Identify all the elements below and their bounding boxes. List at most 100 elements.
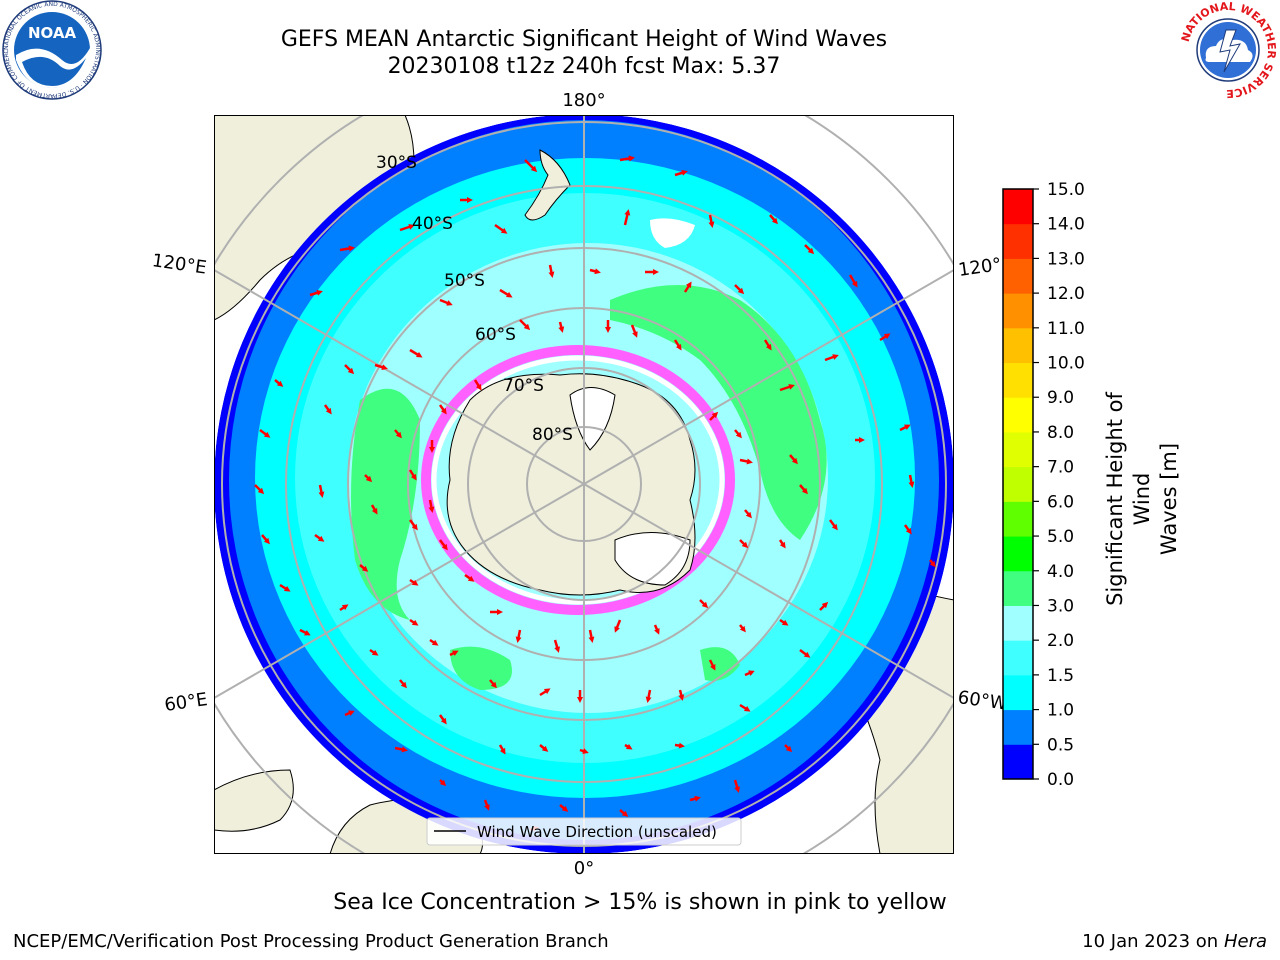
colorbar-tick-label: 4.0 bbox=[1047, 562, 1074, 582]
wave-arrow bbox=[559, 804, 569, 812]
lat-label-30s: 30°S bbox=[376, 153, 417, 173]
colorbar-tick-label: 13.0 bbox=[1047, 249, 1085, 269]
wave-arrow bbox=[359, 564, 369, 572]
wave-arrow bbox=[323, 404, 332, 415]
colorbar-swatch bbox=[1003, 466, 1033, 502]
wave-arrow bbox=[799, 649, 811, 658]
wave-arrow bbox=[364, 474, 373, 483]
footer-machine: Hera bbox=[1223, 931, 1267, 952]
colorbar-swatch bbox=[1003, 327, 1033, 364]
lat-label-60s: 60°S bbox=[475, 325, 516, 345]
wave-arrow bbox=[709, 411, 719, 421]
wave-arrow bbox=[739, 458, 753, 465]
wave-arrow bbox=[799, 484, 808, 495]
wave-arrow bbox=[428, 499, 435, 513]
colorbar-tick-label: 7.0 bbox=[1047, 458, 1074, 478]
colorbar-tick-label: 5.0 bbox=[1047, 527, 1074, 547]
lat-label-50s: 50°S bbox=[444, 271, 485, 291]
chart-subtitle-run-info: 20230108 t12z 240h fcst Max: 5.37 bbox=[387, 54, 781, 79]
colorbar-tick-label: 14.0 bbox=[1047, 215, 1085, 235]
wave-arrow bbox=[539, 744, 549, 752]
wave-arrow bbox=[789, 454, 798, 465]
colorbar-label-line1: Significant Height of Wind bbox=[1103, 392, 1154, 606]
lat-label-70s: 70°S bbox=[503, 376, 544, 396]
wave-arrow bbox=[734, 429, 742, 439]
wave-arrow bbox=[515, 629, 522, 643]
footer-date-machine: 10 Jan 2023 on Hera bbox=[1082, 931, 1267, 952]
wave-arrow bbox=[824, 354, 839, 362]
wave-arrow bbox=[929, 559, 936, 568]
wave-arrow bbox=[519, 319, 531, 331]
chart-title: GEFS MEAN Antarctic Significant Height o… bbox=[280, 27, 888, 52]
lat-label-40s: 40°S bbox=[412, 214, 453, 234]
wave-arrow bbox=[673, 339, 682, 351]
wave-arrow bbox=[399, 679, 407, 689]
wave-arrow bbox=[903, 524, 912, 535]
wave-arrow bbox=[464, 573, 475, 582]
sea-ice-ring bbox=[421, 345, 735, 615]
wave-arrow bbox=[409, 519, 418, 531]
wave-arrow bbox=[274, 379, 284, 387]
wave-arrow bbox=[494, 223, 508, 234]
wave-arrow bbox=[409, 348, 423, 358]
lon-label-60e: 60°E bbox=[163, 689, 209, 716]
wave-arrow bbox=[314, 533, 325, 542]
wave-arrow bbox=[739, 624, 746, 633]
colorbar-tick-label: 2.0 bbox=[1047, 631, 1074, 651]
wave-arrow bbox=[399, 224, 415, 232]
colorbar-swatch bbox=[1003, 605, 1033, 641]
wave-arrow bbox=[558, 321, 565, 333]
lon-label-180: 180° bbox=[562, 90, 605, 111]
wave-arrow bbox=[299, 628, 311, 636]
wave-arrow bbox=[614, 619, 622, 633]
wave-arrow bbox=[678, 689, 685, 701]
wave-arrow bbox=[489, 679, 497, 689]
wave-arrow bbox=[699, 599, 709, 609]
colorbar-tick-label: 1.5 bbox=[1047, 666, 1074, 686]
wave-arrow bbox=[769, 214, 778, 225]
colorbar-label-line2: Waves [m] bbox=[1157, 442, 1181, 556]
footer-credit: NCEP/EMC/Verification Post Processing Pr… bbox=[13, 931, 609, 952]
wave-arrow bbox=[279, 583, 291, 592]
wave-arrow bbox=[744, 509, 752, 519]
colorbar-tick-label: 12.0 bbox=[1047, 284, 1085, 304]
wave-arrow bbox=[370, 504, 378, 515]
wave-arrow bbox=[778, 539, 786, 549]
wave-arrow bbox=[763, 339, 772, 351]
colorbar-tick-label: 0.5 bbox=[1047, 735, 1074, 755]
wave-arrow bbox=[819, 601, 829, 611]
wave-arrow bbox=[394, 746, 408, 753]
colorbar-swatch bbox=[1003, 223, 1033, 259]
wave-arrow bbox=[674, 169, 688, 177]
svg-text:NOAA: NOAA bbox=[28, 24, 77, 42]
colorbar-swatch bbox=[1003, 397, 1033, 433]
wave-arrow bbox=[630, 324, 638, 338]
wave-arrow bbox=[449, 650, 459, 657]
wave-arrow bbox=[624, 743, 633, 750]
colorbar-label: Significant Height of Wind Waves [m] bbox=[1102, 369, 1181, 629]
colorbar-tick-label: 1.0 bbox=[1047, 701, 1074, 721]
weddell-ice-shelf bbox=[614, 532, 691, 586]
colorbar-swatch bbox=[1003, 709, 1033, 745]
wave-arrow bbox=[734, 284, 745, 295]
wave-arrow bbox=[899, 424, 911, 432]
lon-label-0: 0° bbox=[574, 858, 594, 879]
sea-ice-note: Sea Ice Concentration > 15% is shown in … bbox=[333, 890, 947, 915]
colorbar-tick-label: 6.0 bbox=[1047, 492, 1074, 512]
wave-arrow bbox=[579, 748, 589, 754]
wave-arrow bbox=[374, 363, 388, 371]
wave-arrow bbox=[623, 209, 631, 226]
colorbar-swatch bbox=[1003, 536, 1033, 572]
colorbar-tick-label: 11.0 bbox=[1047, 319, 1085, 339]
wave-arrow bbox=[689, 795, 701, 802]
wave-arrow bbox=[438, 404, 447, 415]
wave-arrow bbox=[708, 659, 716, 671]
wave-arrow bbox=[733, 779, 741, 793]
noaa-logo: NATIONAL OCEANIC AND ATMOSPHERIC ADMINIS… bbox=[0, 0, 102, 100]
wave-arrow bbox=[499, 288, 513, 298]
colorbar-swatch bbox=[1003, 431, 1033, 468]
wind-wave-direction-arrows bbox=[254, 155, 936, 832]
wave-arrow bbox=[429, 638, 439, 646]
wave-arrow bbox=[779, 618, 789, 626]
colorbar-tick-label: 0.0 bbox=[1047, 770, 1074, 790]
